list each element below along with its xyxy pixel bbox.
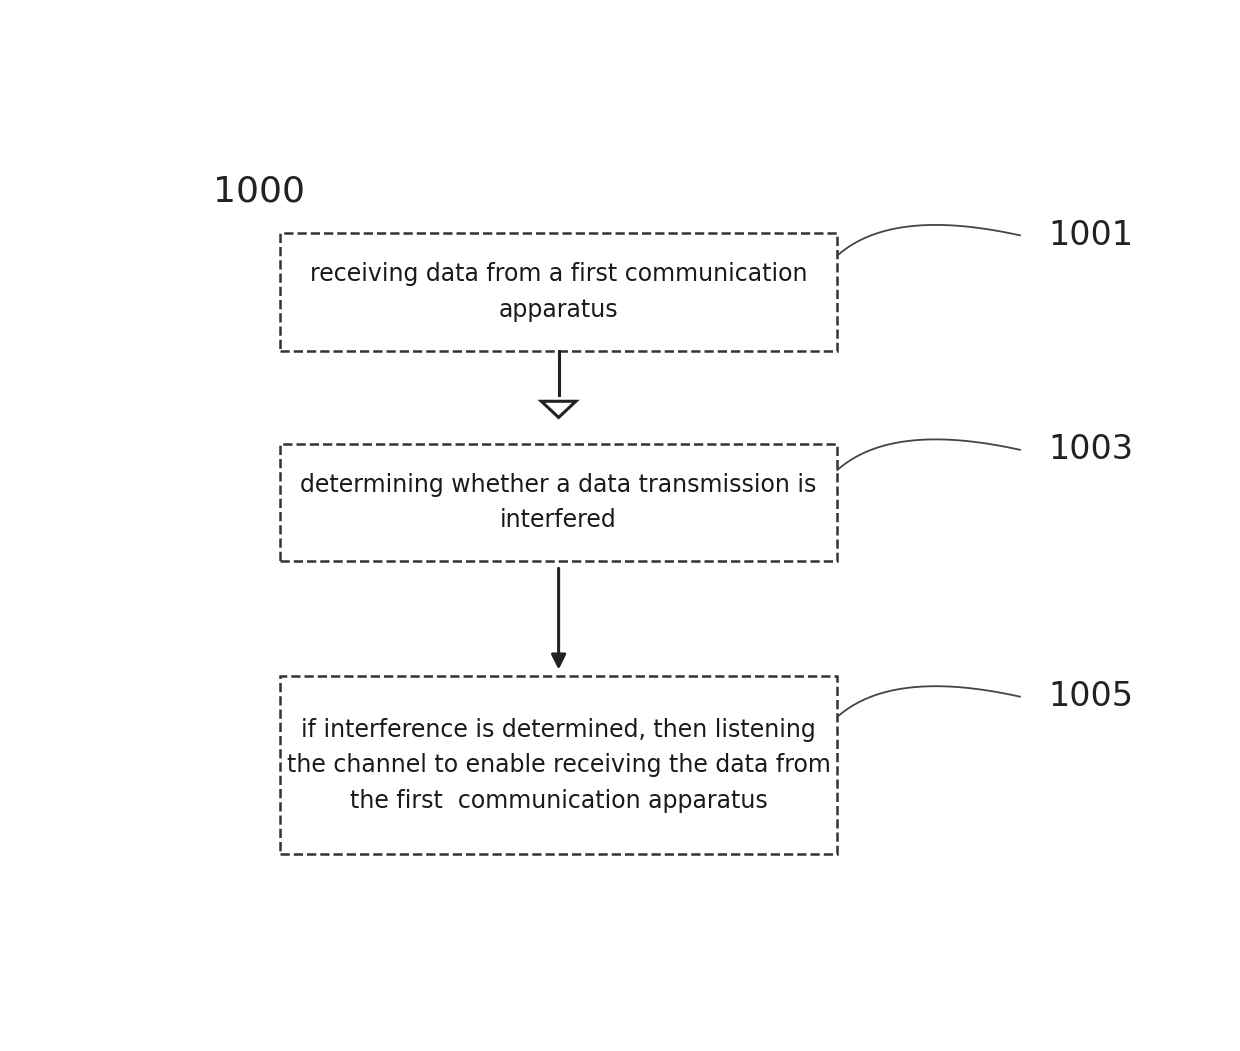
Text: determining whether a data transmission is
interfered: determining whether a data transmission … [300,473,817,532]
Text: 1003: 1003 [1049,433,1133,467]
Text: if interference is determined, then listening
the channel to enable receiving th: if interference is determined, then list… [286,718,831,812]
Text: 1001: 1001 [1049,219,1133,252]
FancyBboxPatch shape [280,677,837,854]
FancyBboxPatch shape [280,444,837,561]
Text: 1000: 1000 [213,174,305,209]
Text: 1005: 1005 [1049,680,1133,714]
FancyBboxPatch shape [280,233,837,351]
Polygon shape [542,401,575,417]
Text: receiving data from a first communication
apparatus: receiving data from a first communicatio… [310,263,807,322]
